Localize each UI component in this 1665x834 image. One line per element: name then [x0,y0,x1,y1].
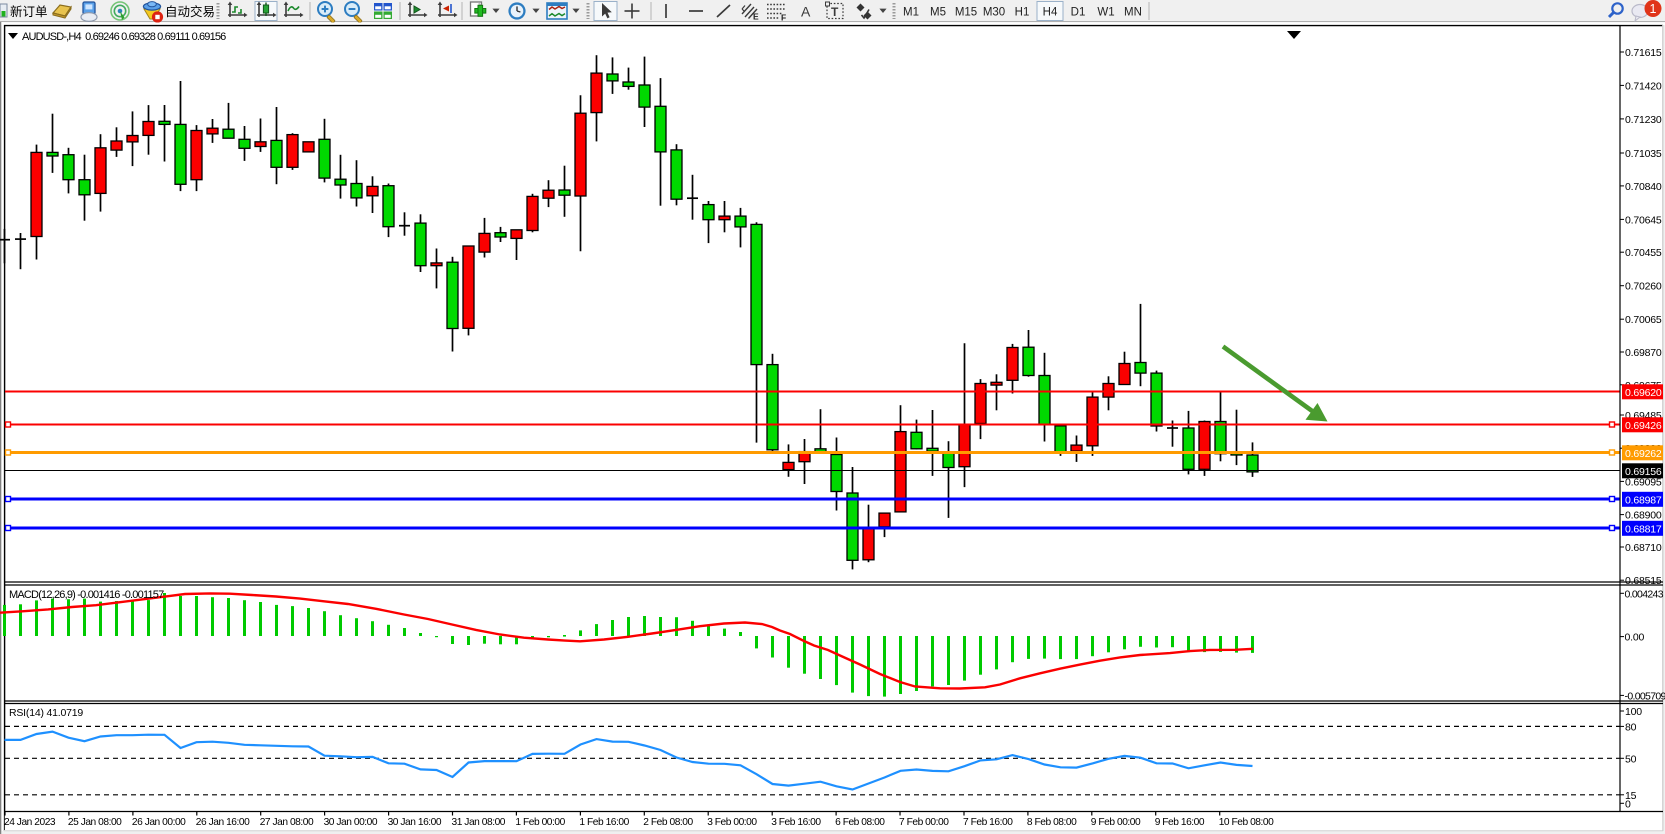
svg-text:0.71420: 0.71420 [1625,80,1662,92]
svg-text:M5: M5 [930,7,946,19]
svg-text:26 Jan 16:00: 26 Jan 16:00 [196,817,250,828]
svg-text:0.70065: 0.70065 [1625,314,1662,326]
svg-text:0.70840: 0.70840 [1625,181,1662,193]
svg-text:50: 50 [1625,753,1637,765]
svg-text:0.68900: 0.68900 [1625,510,1662,522]
svg-text:M15: M15 [955,7,977,19]
svg-text:AUDUSD-,H4 0.69246 0.69328 0.: AUDUSD-,H4 0.69246 0.69328 0.69111 0.691… [22,31,226,43]
svg-text:自动交易: 自动交易 [165,4,215,19]
svg-text:T: T [831,5,839,19]
svg-text:3 Feb 00:00: 3 Feb 00:00 [707,817,757,828]
svg-text:0.69095: 0.69095 [1625,476,1662,488]
svg-text:0.69156: 0.69156 [1625,466,1662,478]
svg-text:10 Feb 08:00: 10 Feb 08:00 [1219,817,1274,828]
svg-text:7 Feb 00:00: 7 Feb 00:00 [899,817,949,828]
svg-text:6 Feb 08:00: 6 Feb 08:00 [835,817,885,828]
svg-text:F: F [781,13,786,23]
svg-text:0.70645: 0.70645 [1625,214,1662,226]
svg-text:MACD(12,26,9) -0.001416 -0.001: MACD(12,26,9) -0.001416 -0.001157 [9,589,164,601]
svg-text:H4: H4 [1043,7,1058,19]
svg-text:0.69426: 0.69426 [1625,420,1662,432]
svg-text:0.71035: 0.71035 [1625,148,1662,160]
svg-text:0.00: 0.00 [1625,632,1645,644]
svg-text:1 Feb 00:00: 1 Feb 00:00 [515,817,565,828]
svg-text:0.68515: 0.68515 [1625,575,1662,587]
svg-text:30 Jan 00:00: 30 Jan 00:00 [324,817,378,828]
svg-text:1 Feb 16:00: 1 Feb 16:00 [579,817,629,828]
svg-text:E: E [753,12,759,22]
svg-text:RSI(14) 41.0719: RSI(14) 41.0719 [9,707,83,719]
svg-text:2 Feb 08:00: 2 Feb 08:00 [643,817,693,828]
svg-text:0.71230: 0.71230 [1625,114,1662,126]
svg-text:27 Jan 08:00: 27 Jan 08:00 [260,817,314,828]
svg-text:0.004243: 0.004243 [1625,588,1664,600]
svg-text:M1: M1 [903,7,919,19]
svg-text:MN: MN [1124,7,1142,19]
svg-text:新订单: 新订单 [10,4,48,19]
svg-text:15: 15 [1625,790,1637,802]
svg-text:0.69870: 0.69870 [1625,347,1662,359]
svg-text:A: A [801,4,811,20]
svg-text:0.71615: 0.71615 [1625,47,1662,59]
svg-text:0.70260: 0.70260 [1625,281,1662,293]
svg-text:30 Jan 16:00: 30 Jan 16:00 [388,817,442,828]
svg-text:0: 0 [1625,798,1631,810]
svg-text:24 Jan 2023: 24 Jan 2023 [4,817,56,828]
svg-text:0.68817: 0.68817 [1625,524,1662,536]
svg-text:0.68987: 0.68987 [1625,495,1662,507]
svg-text:8 Feb 08:00: 8 Feb 08:00 [1027,817,1077,828]
svg-text:7 Feb 16:00: 7 Feb 16:00 [963,817,1013,828]
svg-text:9 Feb 16:00: 9 Feb 16:00 [1155,817,1205,828]
svg-text:9 Feb 00:00: 9 Feb 00:00 [1091,817,1141,828]
svg-text:25 Jan 08:00: 25 Jan 08:00 [68,817,122,828]
svg-text:31 Jan 08:00: 31 Jan 08:00 [452,817,506,828]
svg-text:0.70455: 0.70455 [1625,247,1662,259]
svg-text:-0.005709: -0.005709 [1625,690,1665,702]
svg-text:M30: M30 [983,7,1005,19]
svg-text:3 Feb 16:00: 3 Feb 16:00 [771,817,821,828]
svg-text:80: 80 [1625,721,1637,733]
svg-text:W1: W1 [1097,7,1114,19]
svg-text:100: 100 [1625,706,1642,718]
svg-text:H1: H1 [1015,7,1030,19]
svg-text:0.69262: 0.69262 [1625,448,1662,460]
svg-text:26 Jan 00:00: 26 Jan 00:00 [132,817,186,828]
svg-text:0.68710: 0.68710 [1625,542,1662,554]
svg-text:0.69620: 0.69620 [1625,387,1662,399]
svg-text:1: 1 [1650,2,1657,16]
svg-text:D1: D1 [1071,7,1086,19]
